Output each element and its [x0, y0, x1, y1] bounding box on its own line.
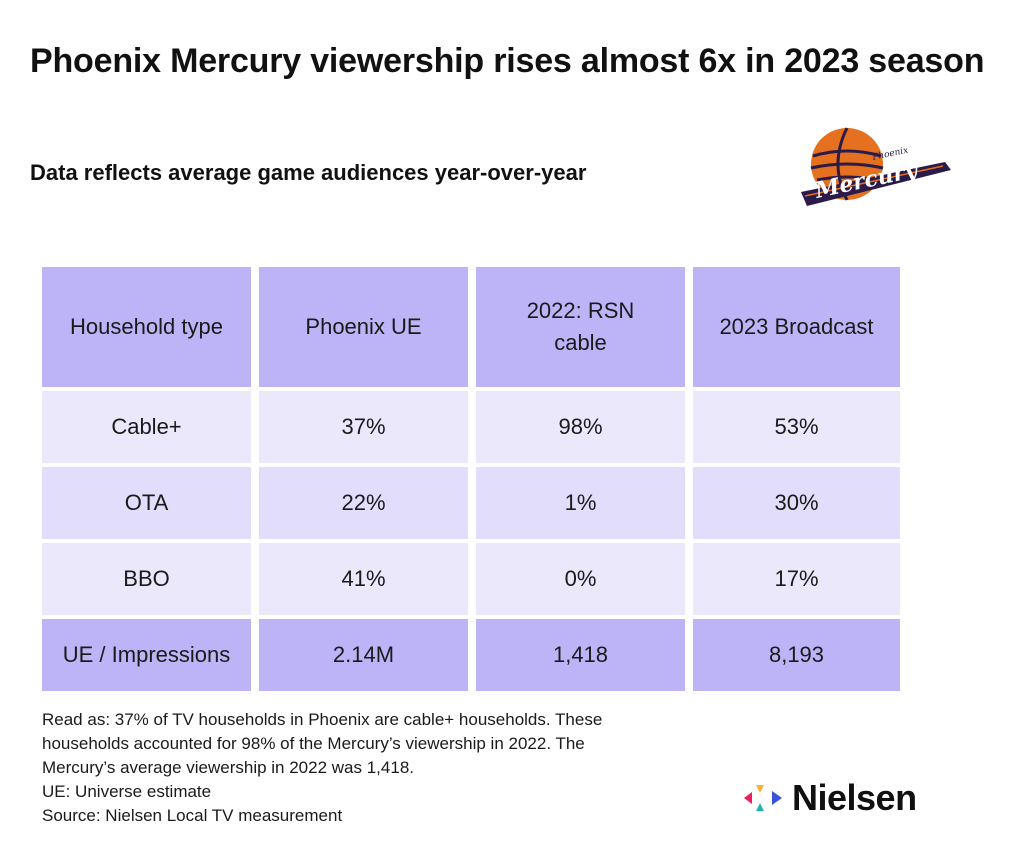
table-cell: 2.14M: [259, 619, 468, 691]
footnote: Read as: 37% of TV households in Phoenix…: [42, 708, 722, 828]
footnote-line: Source: Nielsen Local TV measurement: [42, 806, 343, 825]
footnote-line: households accounted for 98% of the Merc…: [42, 734, 585, 753]
table-cell: 8,193: [693, 619, 900, 691]
page-title: Phoenix Mercury viewership rises almost …: [30, 42, 985, 80]
table-cell: 41%: [259, 543, 468, 615]
column-header: Household type: [42, 267, 251, 387]
column-header: Phoenix UE: [259, 267, 468, 387]
footnote-line: UE: Universe estimate: [42, 782, 212, 801]
table-cell: BBO: [42, 543, 251, 615]
column-header: 2022: RSN cable: [476, 267, 685, 387]
page-subtitle: Data reflects average game audiences yea…: [30, 160, 587, 185]
nielsen-mark-icon: [744, 785, 782, 811]
table-cell: 17%: [693, 543, 900, 615]
table-cell: 30%: [693, 467, 900, 539]
nielsen-logo: Nielsen: [742, 775, 917, 821]
table-cell: Cable+: [42, 391, 251, 463]
table-cell: OTA: [42, 467, 251, 539]
table-cell: UE / Impressions: [42, 619, 251, 691]
table-cell: 37%: [259, 391, 468, 463]
nielsen-wordmark: Nielsen: [792, 777, 917, 818]
table-cell: 53%: [693, 391, 900, 463]
footnote-line: Read as: 37% of TV households in Phoenix…: [42, 710, 603, 729]
column-header: 2023 Broadcast: [693, 267, 900, 387]
phoenix-mercury-logo: Mercury Phoenix: [801, 127, 951, 206]
table-cell: 98%: [476, 391, 685, 463]
footnote-line: Mercury’s average viewership in 2022 was…: [42, 758, 414, 777]
table-cell: 22%: [259, 467, 468, 539]
viewership-table: Household type Phoenix UE 2022: RSN cabl…: [38, 267, 904, 691]
table-cell: 1,418: [476, 619, 685, 691]
table-cell: 1%: [476, 467, 685, 539]
table-cell: 0%: [476, 543, 685, 615]
